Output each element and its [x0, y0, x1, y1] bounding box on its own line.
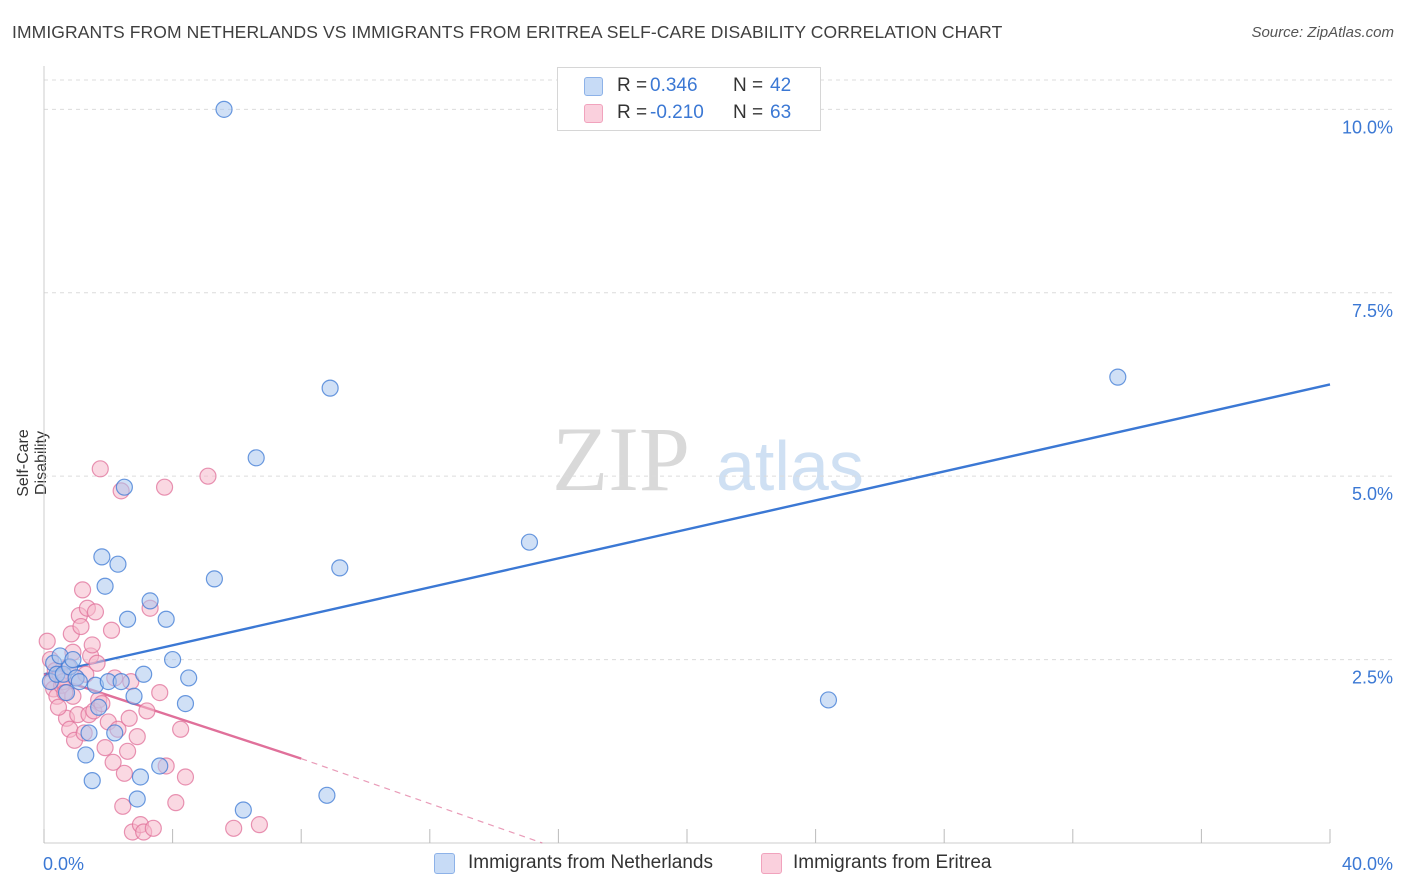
- netherlands-point: [234, 801, 252, 819]
- eritrea-point: [49, 698, 68, 716]
- tick-labels: 2.5% 5.0% 7.5% 10.0% 0.0% 40.0%: [43, 117, 1393, 874]
- eritrea-point: [176, 768, 195, 786]
- eritrea-point: [225, 819, 243, 837]
- netherlands-point: [70, 672, 88, 691]
- netherlands-point: [83, 772, 101, 790]
- x-tick-label: 40.0%: [1342, 854, 1393, 874]
- netherlands-point: [331, 559, 349, 577]
- chart-title: IMMIGRANTS FROM NETHERLANDS VS IMMIGRANT…: [12, 22, 1003, 42]
- eritrea-trend-line: [43, 673, 302, 760]
- y-tick-label: 2.5%: [1352, 668, 1393, 688]
- eritrea-point: [104, 753, 122, 771]
- netherlands-point: [96, 577, 114, 595]
- netherlands-point: [247, 449, 265, 467]
- eritrea-point: [172, 720, 190, 738]
- y-tick-label: 10.0%: [1342, 117, 1393, 137]
- bottom-legend-label-eritrea: Immigrants from Eritrea: [793, 852, 992, 873]
- netherlands-point: [141, 592, 159, 610]
- y-tick-label: 7.5%: [1352, 301, 1393, 321]
- netherlands-point: [90, 698, 108, 716]
- netherlands-point: [520, 533, 539, 551]
- eritrea-point: [73, 581, 92, 599]
- netherlands-point: [57, 684, 76, 702]
- netherlands-point: [819, 691, 838, 709]
- legend-swatch-netherlands: [584, 77, 603, 96]
- netherlands-point: [77, 746, 95, 764]
- x-tick-label: 0.0%: [43, 854, 84, 874]
- eritrea-point: [155, 478, 174, 496]
- y-tick-label: 5.0%: [1352, 484, 1393, 504]
- legend-n-value: 42: [770, 75, 792, 96]
- netherlands-point: [112, 672, 130, 691]
- netherlands-point: [128, 790, 146, 808]
- eritrea-point: [88, 654, 106, 672]
- grid-lines: [44, 79, 1392, 661]
- eritrea-point: [120, 709, 138, 727]
- bottom-legend-label-netherlands: Immigrants from Netherlands: [468, 852, 713, 873]
- netherlands-point: [106, 724, 124, 742]
- trend-lines: [43, 383, 1331, 844]
- correlation-legend: R = 0.346 N = 42 R = -0.210 N = 63: [557, 67, 821, 131]
- eritrea-point: [167, 794, 185, 812]
- eritrea-point: [114, 797, 132, 815]
- bottom-legend-swatch-netherlands: [434, 853, 455, 874]
- eritrea-point: [199, 467, 217, 485]
- eritrea-point: [96, 739, 114, 757]
- eritrea-point: [102, 621, 121, 639]
- netherlands-point: [109, 555, 127, 573]
- watermark-atlas: atlas: [716, 427, 864, 505]
- legend-r-label: R =: [617, 102, 648, 123]
- source-label: Source: ZipAtlas.com: [1251, 24, 1394, 41]
- eritrea-point: [83, 636, 101, 654]
- netherlands-point: [205, 570, 223, 588]
- legend-row-netherlands: R = 0.346 N = 42: [558, 73, 820, 101]
- netherlands-point: [318, 786, 336, 804]
- eritrea-point: [91, 460, 109, 478]
- netherlands-trend-line: [43, 383, 1331, 676]
- netherlands-point: [215, 100, 233, 118]
- netherlands-point: [131, 768, 150, 786]
- legend-swatch-eritrea: [584, 104, 603, 123]
- legend-row-eritrea: R = -0.210 N = 63: [558, 100, 820, 128]
- legend-r-label: R =: [617, 75, 648, 96]
- netherlands-point: [164, 650, 182, 669]
- legend-r-value: 0.346: [650, 75, 698, 96]
- netherlands-point: [321, 379, 339, 397]
- legend-n-value: 63: [770, 102, 792, 123]
- netherlands-point: [125, 687, 143, 705]
- eritrea-point: [151, 684, 169, 702]
- eritrea-point: [86, 603, 105, 621]
- eritrea-trend-extension: [301, 758, 543, 844]
- netherlands-point: [80, 724, 98, 742]
- legend-r-value: -0.210: [650, 102, 704, 123]
- netherlands-point: [176, 695, 195, 713]
- netherlands-point: [151, 757, 169, 775]
- netherlands-point: [180, 669, 198, 687]
- eritrea-point: [128, 728, 146, 746]
- eritrea-point: [144, 819, 162, 837]
- eritrea-point: [250, 816, 269, 834]
- bottom-legend-swatch-eritrea: [761, 853, 782, 874]
- netherlands-point: [93, 548, 111, 566]
- eritrea-point: [115, 764, 133, 782]
- netherlands-point: [1109, 368, 1127, 386]
- netherlands-point: [135, 665, 153, 683]
- eritrea-point: [72, 617, 90, 636]
- netherlands-point: [115, 478, 133, 496]
- netherlands-point: [118, 610, 137, 628]
- legend-n-label: N =: [733, 75, 764, 96]
- eritrea-point: [118, 742, 137, 760]
- axes: [43, 66, 1331, 844]
- data-points: [38, 100, 1127, 841]
- netherlands-point: [64, 650, 82, 669]
- legend-n-label: N =: [733, 102, 764, 123]
- eritrea-point: [138, 702, 156, 720]
- netherlands-point: [157, 610, 175, 628]
- eritrea-point: [38, 632, 56, 650]
- watermark-zip: ZIP: [552, 408, 690, 510]
